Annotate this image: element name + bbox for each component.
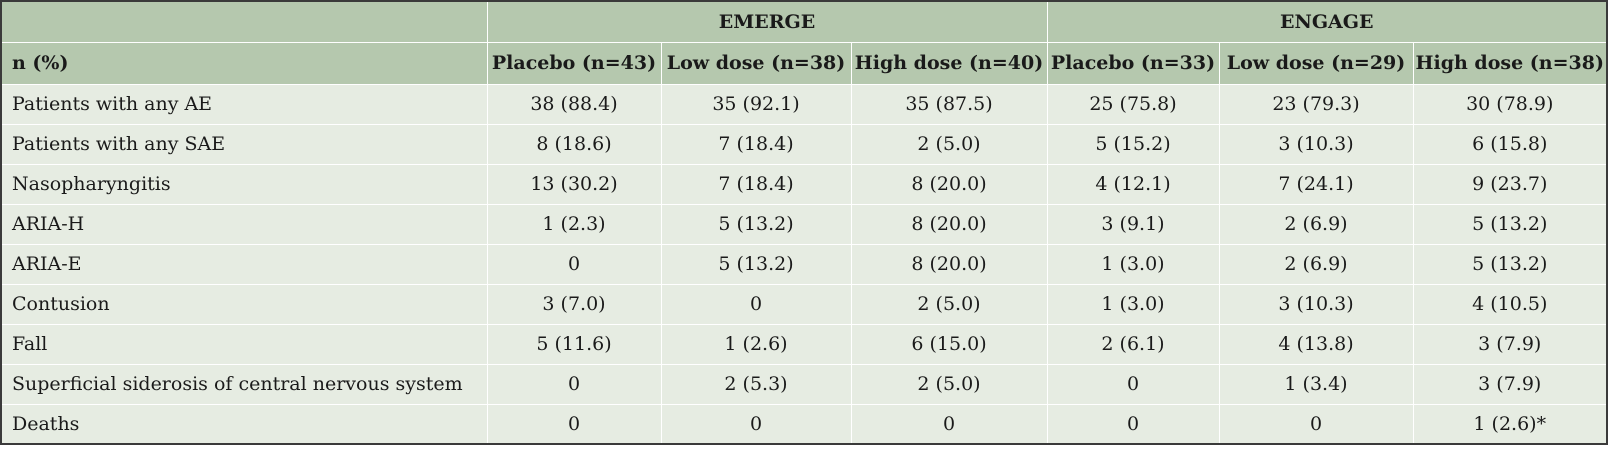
cell-engage-placebo: 0 [1046, 363, 1220, 405]
table-row: Patients with any SAE 8 (18.6) 7 (18.4) 2 (… [0, 123, 1608, 165]
cell-emerge-low-dose: 2 (5.3) [660, 363, 852, 405]
cell-emerge-low-dose: 5 (13.2) [660, 203, 852, 245]
cell-engage-placebo: 3 (9.1) [1046, 203, 1220, 245]
cell-emerge-placebo: 0 [486, 403, 662, 445]
cell-engage-low-dose: 4 (13.8) [1218, 323, 1414, 365]
adverse-events-table: EMERGE ENGAGE n (%) Placebo (n=43) Low d… [0, 0, 1608, 445]
table-row: ARIA-E 0 5 (13.2) 8 (20.0) 1 (3.0) 2 (6.9) 5 (… [0, 243, 1608, 285]
cell-engage-high-dose: 5 (13.2) [1412, 243, 1608, 285]
table-row: Fall 5 (11.6) 1 (2.6) 6 (15.0) 2 (6.1) 4 (13.… [0, 323, 1608, 365]
cell-engage-high-dose: 3 (7.9) [1412, 363, 1608, 405]
column-header-engage-high-dose: High dose (n=38) [1412, 41, 1608, 85]
cell-row-label: ARIA-H [0, 203, 488, 245]
cell-emerge-high-dose: 8 (20.0) [850, 203, 1048, 245]
cell-emerge-high-dose: 35 (87.5) [850, 83, 1048, 125]
table-row: Nasopharyngitis 13 (30.2) 7 (18.4) 8 (20.0)… [0, 163, 1608, 205]
cell-engage-low-dose: 3 (10.3) [1218, 283, 1414, 325]
cell-engage-low-dose: 7 (24.1) [1218, 163, 1414, 205]
table-row: Contusion 3 (7.0) 0 2 (5.0) 1 (3.0) 3 (10.3) 4… [0, 283, 1608, 325]
cell-emerge-placebo: 5 (11.6) [486, 323, 662, 365]
column-header-emerge-placebo: Placebo (n=43) [486, 41, 662, 85]
table-row: Superficial siderosis of central nervous… [0, 363, 1608, 405]
cell-emerge-low-dose: 7 (18.4) [660, 163, 852, 205]
cell-emerge-placebo: 0 [486, 243, 662, 285]
cell-engage-high-dose: 3 (7.9) [1412, 323, 1608, 365]
cell-row-label: Contusion [0, 283, 488, 325]
cell-emerge-placebo: 38 (88.4) [486, 83, 662, 125]
cell-emerge-low-dose: 7 (18.4) [660, 123, 852, 165]
cell-emerge-high-dose: 6 (15.0) [850, 323, 1048, 365]
cell-emerge-high-dose: 0 [850, 403, 1048, 445]
cell-emerge-placebo: 0 [486, 363, 662, 405]
cell-row-label: ARIA-E [0, 243, 488, 285]
cell-engage-low-dose: 3 (10.3) [1218, 123, 1414, 165]
cell-row-label: Patients with any AE [0, 83, 488, 125]
group-header-empty [0, 0, 488, 43]
cell-engage-high-dose: 9 (23.7) [1412, 163, 1608, 205]
cell-row-label: Superficial siderosis of central nervous… [0, 363, 488, 405]
cell-row-label: Fall [0, 323, 488, 365]
cell-emerge-high-dose: 2 (5.0) [850, 283, 1048, 325]
column-header-emerge-high-dose: High dose (n=40) [850, 41, 1048, 85]
column-header-engage-placebo: Placebo (n=33) [1046, 41, 1220, 85]
cell-engage-high-dose: 4 (10.5) [1412, 283, 1608, 325]
cell-row-label: Deaths [0, 403, 488, 445]
cell-emerge-placebo: 1 (2.3) [486, 203, 662, 245]
table-row: Deaths 0 0 0 0 0 1 (2.6)* [0, 403, 1608, 445]
group-header-emerge: EMERGE [486, 0, 1048, 43]
cell-emerge-high-dose: 2 (5.0) [850, 363, 1048, 405]
cell-engage-high-dose: 30 (78.9) [1412, 83, 1608, 125]
column-header-engage-low-dose: Low dose (n=29) [1218, 41, 1414, 85]
cell-emerge-low-dose: 1 (2.6) [660, 323, 852, 365]
cell-emerge-placebo: 3 (7.0) [486, 283, 662, 325]
cell-engage-high-dose: 6 (15.8) [1412, 123, 1608, 165]
cell-engage-placebo: 0 [1046, 403, 1220, 445]
cell-engage-placebo: 1 (3.0) [1046, 283, 1220, 325]
cell-emerge-placebo: 13 (30.2) [486, 163, 662, 205]
cell-emerge-high-dose: 2 (5.0) [850, 123, 1048, 165]
cell-engage-low-dose: 2 (6.9) [1218, 203, 1414, 245]
column-header-row: n (%) Placebo (n=43) Low dose (n=38) Hig… [0, 41, 1608, 85]
cell-emerge-low-dose: 0 [660, 403, 852, 445]
cell-row-label: Patients with any SAE [0, 123, 488, 165]
cell-emerge-low-dose: 35 (92.1) [660, 83, 852, 125]
cell-engage-placebo: 25 (75.8) [1046, 83, 1220, 125]
cell-engage-low-dose: 2 (6.9) [1218, 243, 1414, 285]
group-header-engage: ENGAGE [1046, 0, 1608, 43]
cell-emerge-low-dose: 0 [660, 283, 852, 325]
group-header-row: EMERGE ENGAGE [0, 0, 1608, 43]
cell-emerge-high-dose: 8 (20.0) [850, 163, 1048, 205]
cell-engage-placebo: 2 (6.1) [1046, 323, 1220, 365]
cell-engage-placebo: 1 (3.0) [1046, 243, 1220, 285]
cell-emerge-placebo: 8 (18.6) [486, 123, 662, 165]
cell-row-label: Nasopharyngitis [0, 163, 488, 205]
cell-engage-low-dose: 0 [1218, 403, 1414, 445]
column-header-emerge-low-dose: Low dose (n=38) [660, 41, 852, 85]
cell-emerge-low-dose: 5 (13.2) [660, 243, 852, 285]
cell-engage-low-dose: 1 (3.4) [1218, 363, 1414, 405]
cell-engage-placebo: 5 (15.2) [1046, 123, 1220, 165]
column-header-label: n (%) [0, 41, 488, 85]
table-row: Patients with any AE 38 (88.4) 35 (92.1) 35… [0, 83, 1608, 125]
cell-engage-high-dose: 1 (2.6)* [1412, 403, 1608, 445]
cell-emerge-high-dose: 8 (20.0) [850, 243, 1048, 285]
table-body: Patients with any AE 38 (88.4) 35 (92.1) 35… [0, 83, 1608, 445]
cell-engage-high-dose: 5 (13.2) [1412, 203, 1608, 245]
table-row: ARIA-H 1 (2.3) 5 (13.2) 8 (20.0) 3 (9.1) 2 (6… [0, 203, 1608, 245]
cell-engage-placebo: 4 (12.1) [1046, 163, 1220, 205]
cell-engage-low-dose: 23 (79.3) [1218, 83, 1414, 125]
